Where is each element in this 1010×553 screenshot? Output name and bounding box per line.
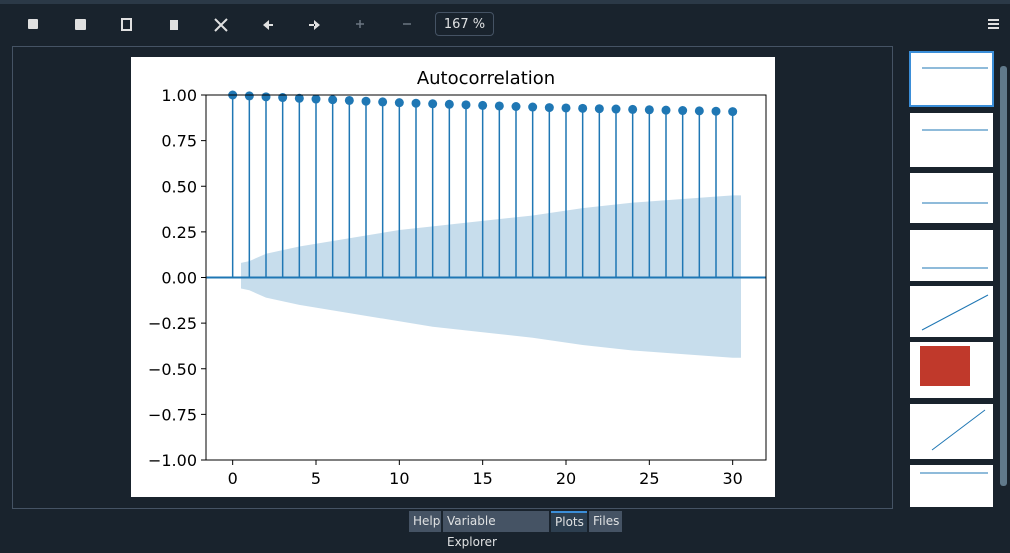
thumbnail-lines — [920, 67, 989, 474]
x-tick-label: 0 — [228, 469, 238, 488]
delete-icon[interactable] — [170, 20, 178, 30]
chart-title: Autocorrelation — [417, 68, 555, 89]
save-all-icon[interactable] — [75, 19, 86, 30]
next-icon[interactable] — [309, 20, 320, 30]
stem-marker — [411, 98, 421, 108]
stem-marker — [278, 93, 288, 103]
stem-marker — [578, 103, 588, 113]
x-tick-label: 30 — [722, 469, 742, 488]
previous-icon[interactable] — [263, 20, 273, 30]
y-tick-label: −0.50 — [148, 360, 197, 379]
thumbnail[interactable] — [910, 230, 993, 281]
stem-marker — [328, 95, 338, 105]
stem-marker — [444, 99, 454, 109]
y-tick-label: −1.00 — [148, 451, 197, 470]
y-tick-label: 0.25 — [161, 223, 197, 242]
x-tick-label: 10 — [389, 469, 409, 488]
stem-marker — [344, 95, 354, 105]
x-tick-label: 5 — [311, 469, 321, 488]
toolbar — [28, 18, 999, 32]
thumbnails — [909, 51, 994, 507]
stem-marker — [311, 94, 321, 104]
stem-marker — [678, 106, 688, 116]
stem-marker — [294, 93, 304, 103]
zoom-in-icon[interactable] — [356, 20, 364, 28]
stem-marker — [728, 107, 738, 117]
stem-marker — [594, 104, 604, 114]
chart: Autocorrelation 1.00 0.75 0.50 0.25 0.00 −0.25… — [148, 68, 767, 488]
tab[interactable]: Help — [409, 511, 441, 532]
ui: Autocorrelation 1.00 0.75 0.50 0.25 0.00 −0.25… — [0, 0, 1010, 509]
y-tick-label: 0.75 — [161, 132, 197, 151]
stem-marker — [561, 103, 571, 113]
thumbnail[interactable] — [910, 113, 993, 167]
x-tick-label: 15 — [472, 469, 492, 488]
stem-marker — [544, 103, 554, 113]
save-icon[interactable] — [28, 19, 38, 29]
stem-marker — [611, 104, 621, 114]
close-all-icon[interactable] — [214, 18, 228, 32]
copy-icon[interactable] — [121, 18, 132, 31]
scrollbar-handle[interactable] — [1000, 66, 1007, 486]
thumbnail[interactable] — [910, 404, 993, 459]
stem-marker — [711, 106, 721, 116]
tab[interactable]: Files — [589, 511, 622, 532]
stem-marker — [511, 101, 521, 111]
stem-marker — [628, 104, 638, 114]
thumbnail[interactable] — [909, 51, 994, 107]
stem-marker — [378, 97, 388, 107]
zoom-level[interactable]: 167 % — [435, 12, 494, 36]
stem-marker — [478, 100, 488, 110]
stem-marker — [644, 105, 654, 115]
y-tick-label: 0.50 — [161, 177, 197, 196]
thumbnail[interactable] — [910, 173, 993, 223]
top-strip — [0, 0, 1010, 4]
tab[interactable]: Plots — [551, 511, 587, 532]
x-tick-label: 20 — [556, 469, 576, 488]
tab[interactable]: Variable Explorer — [443, 511, 549, 549]
thumbnail-heatmap — [920, 346, 970, 386]
menu-icon[interactable] — [988, 19, 999, 29]
stem-marker — [428, 99, 438, 109]
stem-marker — [261, 92, 271, 102]
stem-marker — [361, 96, 371, 106]
stem-marker — [528, 102, 538, 112]
y-tick-label: −0.25 — [148, 314, 197, 333]
thumbnail[interactable] — [910, 465, 993, 507]
stem-marker — [244, 91, 254, 101]
y-tick-label: 0.00 — [161, 269, 197, 288]
stem-marker — [394, 98, 404, 108]
y-tick-label: 1.00 — [161, 86, 197, 105]
stem-marker — [494, 101, 504, 111]
x-tick-label: 25 — [639, 469, 659, 488]
y-tick-label: −0.75 — [148, 405, 197, 424]
stem-marker — [461, 100, 471, 110]
stem-marker — [661, 105, 671, 115]
confidence-band — [241, 277, 741, 358]
stem-marker — [694, 106, 704, 116]
